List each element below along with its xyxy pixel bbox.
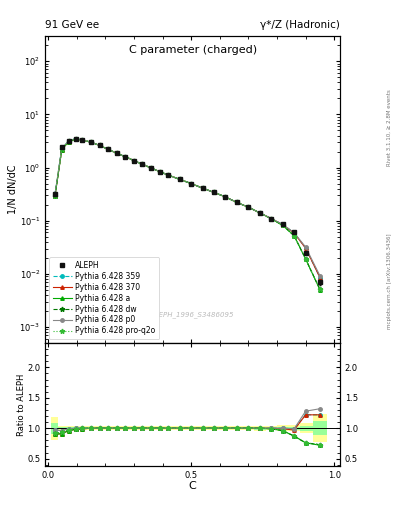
Text: 91 GeV ee: 91 GeV ee [45, 19, 99, 30]
Bar [185, 426, 197, 431]
Y-axis label: 1/N dN/dC: 1/N dN/dC [8, 165, 18, 214]
Bar [58, 427, 65, 430]
Bar [185, 427, 197, 429]
Legend: ALEPH, Pythia 6.428 359, Pythia 6.428 370, Pythia 6.428 a, Pythia 6.428 dw, Pyth: ALEPH, Pythia 6.428 359, Pythia 6.428 37… [49, 257, 159, 339]
Bar [72, 426, 79, 430]
Bar [197, 426, 208, 430]
Bar [288, 425, 300, 431]
Bar [164, 426, 174, 430]
Bar [65, 427, 72, 430]
Y-axis label: Ratio to ALEPH: Ratio to ALEPH [17, 373, 26, 436]
Bar [155, 426, 164, 430]
Bar [104, 427, 112, 429]
Bar [121, 427, 130, 429]
Bar [138, 427, 147, 429]
Bar [51, 417, 58, 440]
Bar [208, 427, 220, 429]
Bar [231, 426, 242, 431]
Bar [288, 426, 300, 430]
Bar [95, 426, 104, 430]
Bar [51, 422, 58, 434]
Bar [72, 427, 79, 429]
Bar [208, 426, 220, 431]
Bar [130, 426, 138, 430]
Bar [174, 427, 185, 429]
Bar [87, 427, 95, 429]
Bar [266, 427, 277, 429]
Bar [300, 423, 313, 433]
Bar [254, 427, 266, 430]
Bar [65, 426, 72, 431]
Bar [277, 427, 288, 430]
Bar [121, 426, 130, 430]
Text: ALEPH_1996_S3486095: ALEPH_1996_S3486095 [151, 312, 234, 318]
Bar [87, 426, 95, 430]
Bar [277, 425, 288, 431]
Bar [313, 421, 327, 435]
Bar [79, 427, 87, 429]
Bar [266, 426, 277, 431]
Bar [174, 426, 185, 430]
Bar [138, 426, 147, 430]
Bar [79, 426, 87, 430]
Bar [58, 425, 65, 431]
Text: Rivet 3.1.10, ≥ 2.8M events: Rivet 3.1.10, ≥ 2.8M events [387, 90, 392, 166]
Bar [254, 425, 266, 431]
Bar [231, 427, 242, 429]
Bar [242, 426, 254, 430]
Bar [220, 426, 231, 431]
Bar [313, 414, 327, 442]
Bar [147, 427, 155, 429]
Bar [242, 427, 254, 429]
Text: C parameter (charged): C parameter (charged) [129, 45, 257, 55]
Text: mcplots.cern.ch [arXiv:1306.3436]: mcplots.cern.ch [arXiv:1306.3436] [387, 234, 392, 329]
X-axis label: C: C [189, 481, 196, 491]
Bar [197, 427, 208, 429]
Bar [155, 427, 164, 429]
Bar [112, 426, 121, 430]
Bar [300, 426, 313, 431]
Bar [112, 427, 121, 429]
Bar [147, 426, 155, 430]
Bar [95, 428, 104, 429]
Bar [164, 427, 174, 429]
Bar [220, 427, 231, 429]
Bar [130, 427, 138, 429]
Text: γ*/Z (Hadronic): γ*/Z (Hadronic) [260, 19, 340, 30]
Bar [104, 426, 112, 430]
